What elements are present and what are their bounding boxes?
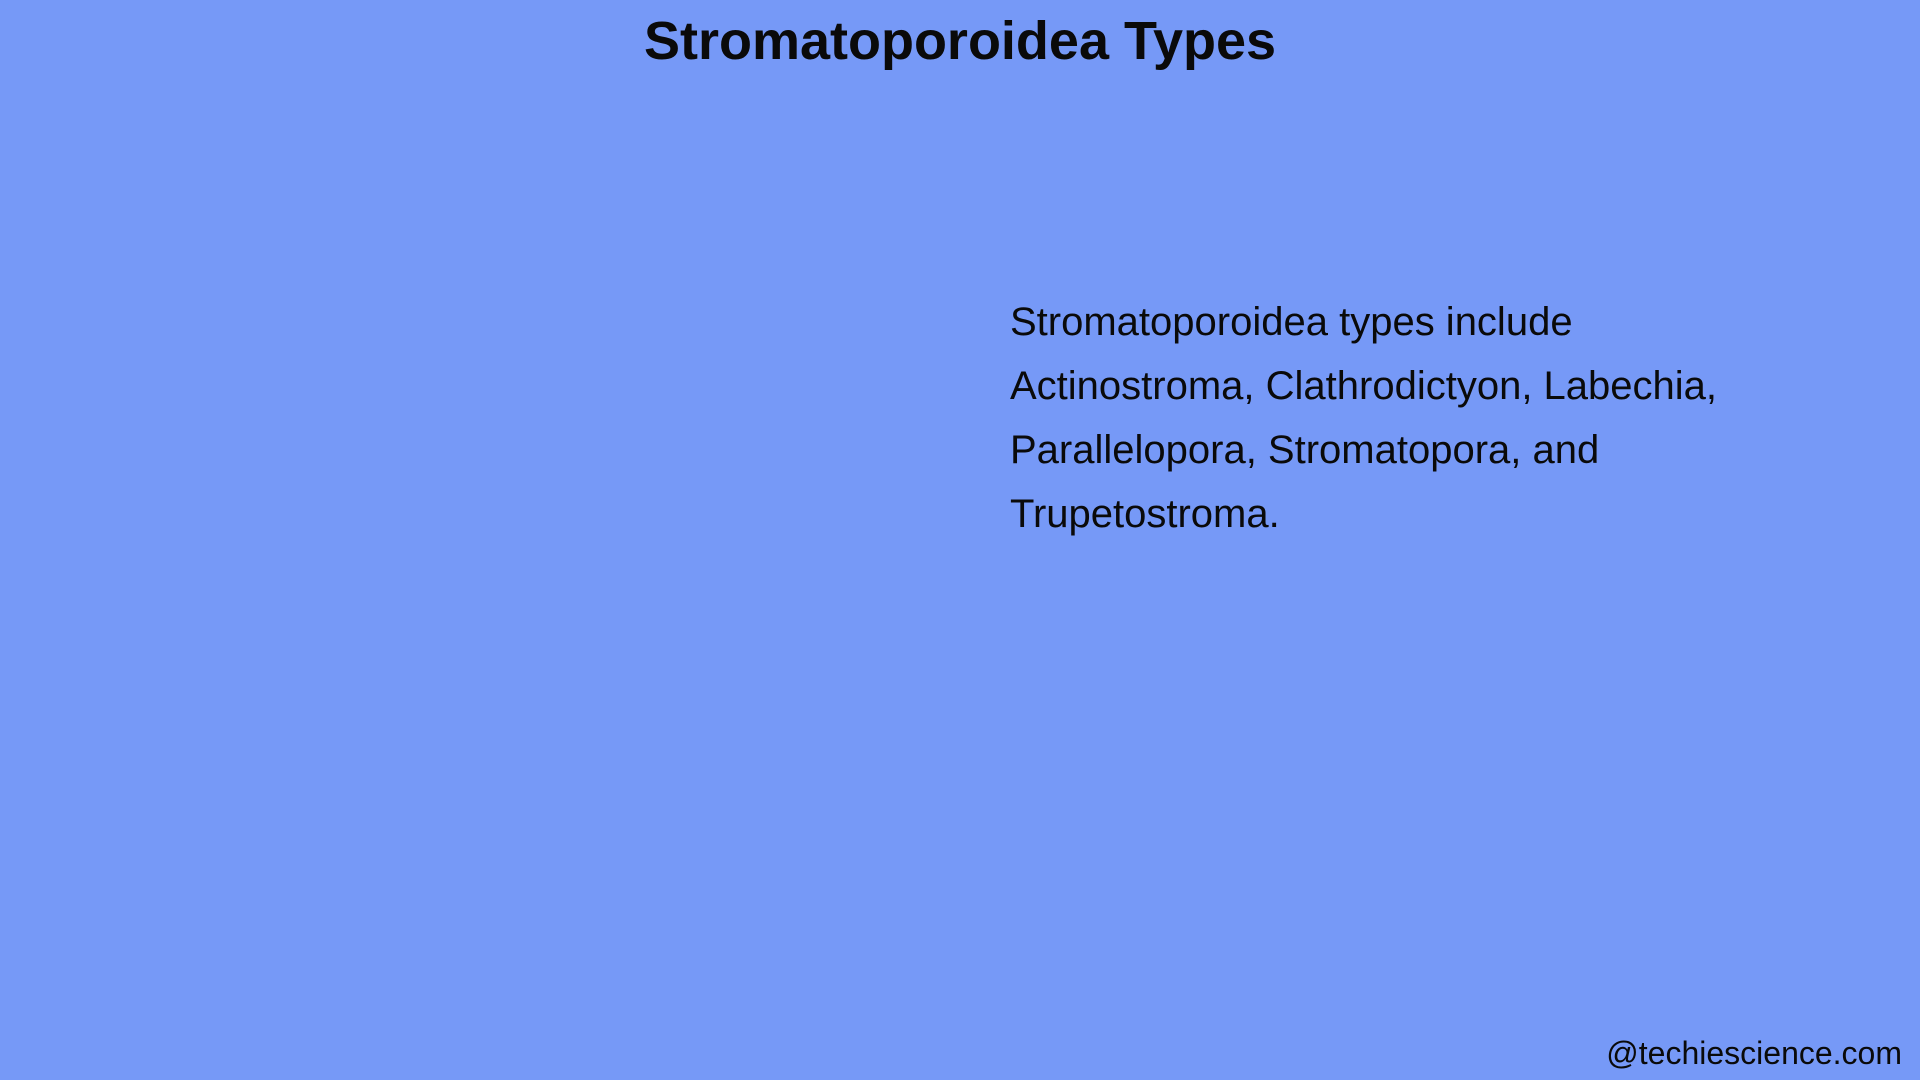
body-text: Stromatoporoidea types include Actinostr…: [1010, 290, 1780, 546]
slide-title: Stromatoporoidea Types: [0, 10, 1920, 72]
attribution-text: @techiescience.com: [1606, 1035, 1902, 1072]
slide-container: Stromatoporoidea Types Stromatoporoidea …: [0, 0, 1920, 1080]
